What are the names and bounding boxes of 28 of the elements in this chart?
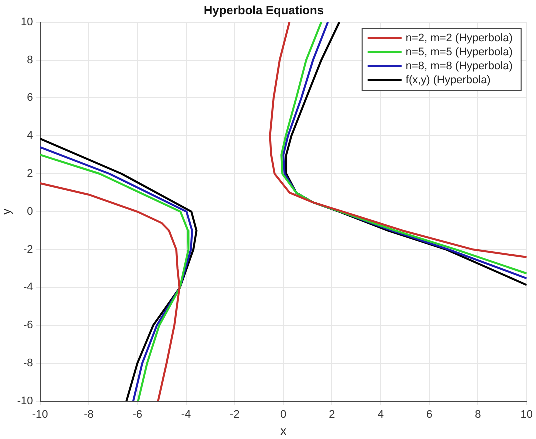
chart-title: Hyperbola Equations <box>204 4 324 18</box>
y-tick-label: -4 <box>24 282 34 294</box>
y-tick-label: -2 <box>24 244 34 256</box>
x-tick-label: -6 <box>132 409 143 422</box>
y-tick-label: 6 <box>27 92 34 104</box>
y-tick-label: 0 <box>27 206 34 218</box>
x-tick-label: 6 <box>426 409 433 422</box>
y-tick-label: 2 <box>27 168 34 180</box>
y-tick-label: -8 <box>24 358 34 370</box>
y-tick-label: 8 <box>27 54 34 66</box>
legend-label: n=8, m=8 (Hyperbola) <box>406 60 513 72</box>
legend-label: n=5, m=5 (Hyperbola) <box>406 46 513 58</box>
y-tick-label: 10 <box>21 16 34 28</box>
y-tick-label: -10 <box>17 395 34 408</box>
x-tick-label: -2 <box>230 409 240 422</box>
x-axis-title: x <box>280 424 287 438</box>
x-tick-label: -8 <box>84 409 94 422</box>
x-tick-label: 2 <box>329 409 336 422</box>
x-tick-label: 10 <box>520 409 534 422</box>
y-tick-label: -6 <box>24 320 34 332</box>
y-tick-label: 4 <box>27 130 34 142</box>
x-tick-label: 8 <box>475 409 482 422</box>
x-tick-label: -4 <box>181 409 192 422</box>
legend-label: f(x,y) (Hyperbola) <box>406 74 491 86</box>
legend-label: n=2, m=2 (Hyperbola) <box>406 32 513 44</box>
x-tick-label: 0 <box>280 409 287 422</box>
x-tick-label: 4 <box>378 409 384 422</box>
y-axis-title: y <box>0 208 14 215</box>
